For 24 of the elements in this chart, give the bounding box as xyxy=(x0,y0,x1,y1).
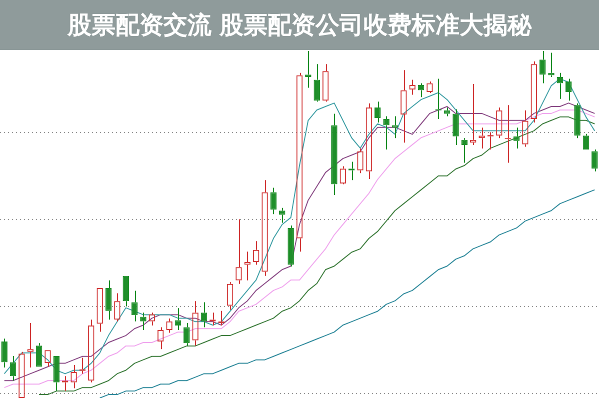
candlestick xyxy=(53,356,60,392)
candlestick xyxy=(592,149,598,172)
candlestick xyxy=(279,207,286,224)
candlestick xyxy=(574,102,580,139)
candlestick xyxy=(184,322,190,346)
candlestick xyxy=(331,113,338,196)
candlestick xyxy=(122,276,129,307)
candlestick xyxy=(10,356,16,382)
chart-title: 股票配资交流 股票配资公司收费标准大揭秘 xyxy=(0,0,599,50)
candlestick xyxy=(548,52,554,78)
candlestick xyxy=(131,290,138,322)
candlestick xyxy=(513,127,520,150)
candlestick xyxy=(270,187,277,215)
candlestick xyxy=(140,312,146,330)
candlestick xyxy=(1,338,8,368)
candlestick xyxy=(539,50,546,84)
candlestick xyxy=(305,50,312,88)
candlestick xyxy=(105,280,112,320)
candlestick xyxy=(452,108,459,146)
candlestick xyxy=(200,302,208,328)
candlestick xyxy=(36,342,42,367)
candlestick xyxy=(314,64,320,102)
candlestick xyxy=(444,107,450,117)
candlestick xyxy=(288,225,294,267)
